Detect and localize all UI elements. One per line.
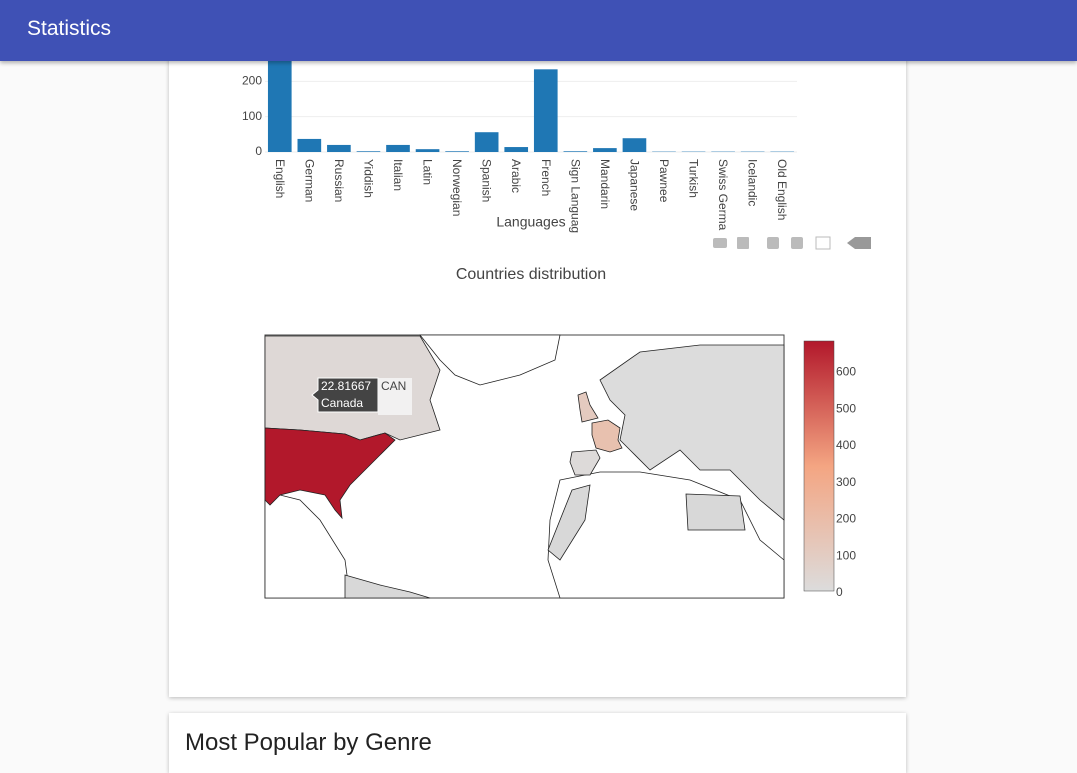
x-tick-label: Mandarin [598, 159, 612, 209]
bar [475, 132, 499, 152]
x-tick-label: Italian [391, 159, 405, 191]
colorbar-tick-label: 300 [836, 475, 856, 489]
bar [357, 151, 381, 152]
colorbar-tick-label: 100 [836, 548, 856, 562]
app-title: Statistics [27, 17, 111, 41]
x-tick-label: French [539, 159, 553, 196]
bar [593, 148, 617, 152]
bar [386, 145, 410, 152]
tooltip-name: Canada [321, 396, 363, 410]
y-tick-label: 0 [255, 144, 262, 158]
x-tick-label: Swiss Germa [716, 159, 730, 231]
bar [564, 151, 588, 152]
app-bar: Statistics [0, 0, 1077, 61]
x-tick-label: Turkish [687, 159, 701, 198]
x-tick-label: Arabic [509, 159, 523, 193]
bar [416, 149, 440, 152]
hover-tooltip: 22.81667 Canada CAN [312, 378, 412, 415]
bar [268, 46, 292, 152]
x-tick-label: Japanese [627, 159, 641, 211]
bar [504, 147, 528, 152]
zoom-out-icon[interactable] [791, 237, 803, 249]
zoom-in-icon[interactable] [767, 237, 779, 249]
x-tick-label: Spanish [480, 159, 494, 202]
modebar [713, 237, 871, 249]
x-tick-label: Latin [421, 159, 435, 185]
y-tick-label: 100 [242, 109, 262, 123]
x-tick-label: English [273, 159, 287, 198]
bar [534, 69, 558, 152]
x-tick-label: Russian [332, 159, 346, 202]
colorbar [804, 341, 834, 591]
tooltip-code: CAN [381, 379, 406, 393]
x-tick-label: German [302, 159, 316, 202]
colorbar-tick-label: 500 [836, 401, 856, 415]
x-tick-label: Icelandic [746, 159, 760, 206]
save-icon[interactable] [737, 237, 749, 249]
camera-icon[interactable] [713, 238, 727, 248]
bar [623, 138, 647, 152]
x-tick-label: Pawnee [657, 159, 671, 203]
land [686, 494, 745, 530]
x-tick-label: Norwegian [450, 159, 464, 216]
bar [298, 139, 322, 152]
bar [445, 151, 469, 152]
colorbar-tick-label: 0 [836, 585, 843, 599]
tooltip-value: 22.81667 [321, 379, 371, 393]
bar [327, 145, 351, 152]
x-axis-title: Languages [496, 214, 565, 230]
autoscale-icon[interactable] [816, 237, 830, 249]
x-tick-label: Sign Languag [568, 159, 582, 233]
x-tick-label: Yiddish [361, 159, 375, 198]
colorbar-tick-label: 200 [836, 512, 856, 526]
plotly-logo[interactable] [847, 237, 871, 249]
colorbar-tick-label: 600 [836, 365, 856, 379]
x-tick-label: Old English [775, 159, 789, 220]
map-title: Countries distribution [456, 266, 606, 283]
y-tick-label: 200 [242, 74, 262, 88]
colorbar-tick-label: 400 [836, 438, 856, 452]
